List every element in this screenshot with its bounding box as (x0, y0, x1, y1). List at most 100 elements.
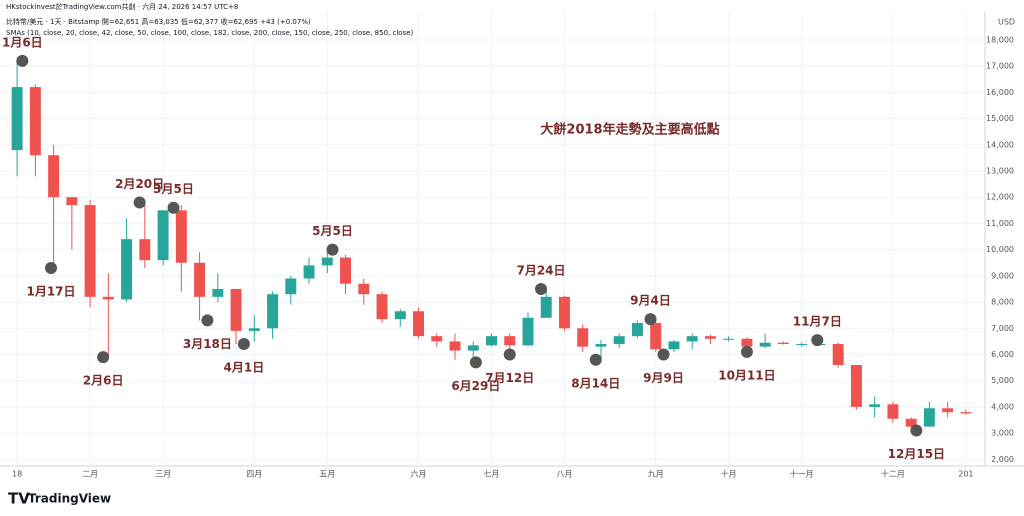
candle-body (869, 404, 881, 407)
y-tick-label: 15,000 (986, 114, 1014, 123)
candle-body (248, 328, 260, 331)
candle-body (832, 344, 844, 365)
candle-body (303, 265, 315, 279)
footer-logo: 𝗧𝗩 TradingView (8, 490, 111, 508)
y-tick-label: 9,000 (991, 271, 1014, 280)
chart-title: 大餅2018年走勢及主要高低點 (540, 122, 719, 138)
annotation-marker (503, 348, 516, 361)
candle-body (139, 239, 151, 261)
y-tick-label: 17,000 (986, 62, 1014, 71)
annotation-marker (740, 345, 753, 358)
y-tick-label: 7,000 (991, 324, 1014, 333)
x-tick-label: 三月 (155, 470, 171, 479)
candle-body (850, 364, 862, 407)
x-tick-label: 十一月 (790, 469, 814, 479)
logo-mark: 𝗧𝗩 (8, 490, 30, 508)
annotation-label: 1月6日 (2, 35, 43, 49)
annotation-label: 4月1日 (224, 361, 265, 375)
y-tick-label: 3,000 (991, 429, 1014, 438)
candle-body (668, 341, 680, 350)
annotation-label: 3月18日 (183, 337, 232, 351)
candle-body (540, 296, 552, 318)
annotation-marker (97, 351, 110, 364)
grid (0, 12, 985, 466)
candle-body (522, 317, 534, 346)
candle-body (467, 345, 479, 351)
candle-body (759, 342, 771, 347)
header-indicators: SMAs (10, close, 20, close, 42, close, 5… (6, 29, 414, 37)
candle-body (267, 294, 279, 329)
y-tick-label: 5,000 (991, 376, 1014, 385)
annotation-marker (45, 261, 58, 274)
annotation-marker (589, 353, 602, 366)
x-tick-label: 九月 (648, 470, 664, 479)
candle-body (650, 323, 662, 350)
candle-body (504, 336, 516, 346)
header-symbol: 比特幣/美元 · 1天 · Bitstamp 開=62,651 高=63,035… (6, 17, 311, 26)
candle-body (631, 323, 643, 337)
annotation-marker (644, 313, 657, 326)
annotation-label: 5月5日 (312, 224, 353, 238)
annotation-marker (469, 356, 482, 369)
x-tick-label: 二月 (82, 470, 98, 479)
y-tick-label: 2,000 (991, 455, 1014, 464)
annotation-label: 9月4日 (630, 294, 671, 308)
candle-body (340, 257, 352, 284)
annotation-label: 7月12日 (485, 371, 534, 385)
candle-body (11, 87, 23, 151)
candle-body (486, 336, 497, 346)
annotation-marker (326, 243, 339, 256)
candle-body (102, 296, 114, 300)
candle-body (704, 336, 716, 339)
candle-body (796, 344, 808, 346)
candle-body (960, 412, 972, 414)
y-tick-label: 6,000 (991, 350, 1014, 359)
y-tick-label: 16,000 (986, 88, 1014, 97)
y-axis-unit: USD (998, 18, 1015, 27)
candle-body (613, 336, 625, 345)
annotation-label: 6月29日 (451, 379, 500, 393)
candle-body (230, 288, 242, 331)
candle-body (121, 239, 133, 300)
candle-body (413, 311, 424, 337)
y-tick-label: 11,000 (986, 219, 1014, 228)
y-tick-label: 18,000 (986, 35, 1014, 44)
annotation-label: 11月7日 (793, 315, 842, 329)
annotation-marker (16, 54, 29, 67)
candle-body (595, 344, 607, 347)
candle-body (723, 338, 735, 340)
annotation-label: 8月14日 (571, 376, 620, 390)
annotation-label: 9月9日 (643, 371, 684, 385)
candle-body (923, 408, 935, 427)
candle-body (157, 210, 169, 261)
logo-text: TradingView (28, 492, 111, 506)
x-tick-label: 201 (958, 470, 973, 479)
candle-body (29, 87, 41, 156)
annotation-label: 12月15日 (888, 447, 945, 461)
annotation-label: 1月17日 (26, 284, 75, 298)
candle-body (358, 283, 370, 295)
candle-body (741, 338, 753, 347)
x-tick-label: 十二月 (881, 469, 905, 479)
annotation-label: 7月24日 (516, 263, 565, 277)
candle-body (394, 311, 406, 320)
candle-body (777, 342, 789, 345)
annotation-marker (910, 424, 923, 437)
candle-body (84, 205, 96, 297)
y-tick-label: 14,000 (986, 140, 1014, 149)
x-tick-label: 六月 (411, 469, 427, 479)
candle-body (175, 210, 187, 263)
candle-body (905, 418, 917, 427)
candle-body (686, 336, 698, 342)
annotation-label: 3月5日 (153, 182, 194, 196)
x-tick-label: 七月 (484, 470, 500, 479)
candle-body (48, 155, 60, 198)
candle-body (285, 278, 297, 295)
candle-body (66, 197, 78, 206)
candle-body (942, 408, 954, 413)
annotation-label: 2月6日 (83, 374, 124, 388)
annotation-marker (201, 314, 214, 327)
candle-body (376, 294, 388, 320)
annotation-marker (657, 348, 670, 361)
